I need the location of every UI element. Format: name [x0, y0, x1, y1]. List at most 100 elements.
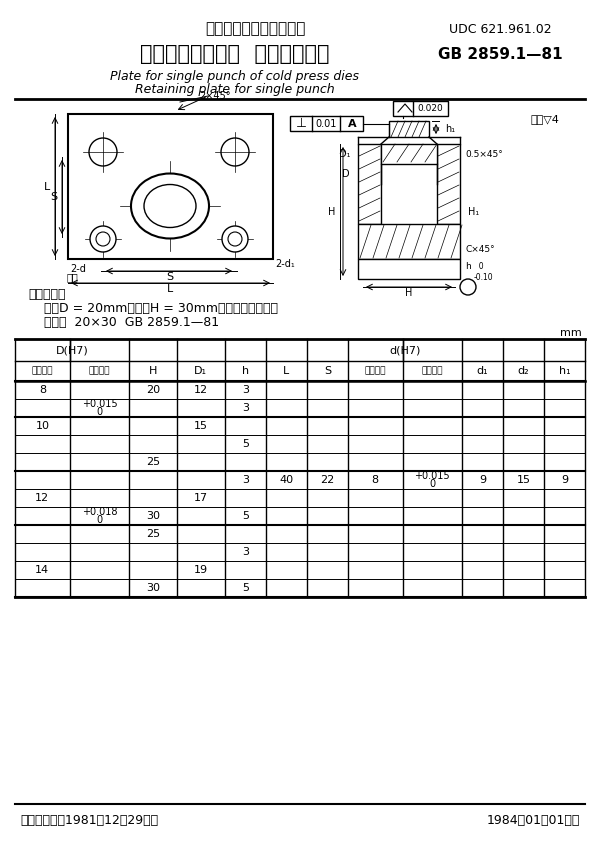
- Text: ⊥: ⊥: [296, 117, 307, 130]
- Text: 5: 5: [242, 439, 249, 449]
- Text: 30: 30: [146, 511, 160, 521]
- Text: 17: 17: [194, 493, 208, 503]
- Text: 9: 9: [479, 475, 486, 485]
- Text: A: A: [347, 119, 356, 128]
- Ellipse shape: [131, 173, 209, 239]
- Text: 0.020: 0.020: [417, 104, 443, 113]
- Text: 40: 40: [279, 475, 293, 485]
- Text: 2×45°: 2×45°: [199, 91, 231, 101]
- Text: h: h: [465, 261, 471, 271]
- Text: D₁: D₁: [338, 149, 350, 159]
- Bar: [381, 144, 437, 164]
- Text: 15: 15: [517, 475, 530, 485]
- Text: 极限偏差: 极限偏差: [421, 367, 443, 375]
- Text: 3: 3: [242, 403, 249, 413]
- Text: H: H: [149, 366, 157, 376]
- Text: d(H7): d(H7): [389, 345, 421, 355]
- Text: 孔径D = 20mm、厚度H = 30mm的单凸模固定板：: 孔径D = 20mm、厚度H = 30mm的单凸模固定板：: [28, 301, 278, 314]
- Text: 19: 19: [194, 565, 208, 575]
- Text: 5: 5: [242, 511, 249, 521]
- Circle shape: [89, 138, 117, 166]
- Text: 9: 9: [561, 475, 568, 485]
- Text: 10: 10: [35, 421, 49, 431]
- Text: L: L: [167, 284, 173, 294]
- Text: 0: 0: [429, 479, 436, 489]
- Text: h₁: h₁: [445, 124, 455, 134]
- Text: L: L: [44, 182, 50, 192]
- Text: 8: 8: [371, 475, 379, 485]
- Text: 冷冲模单凸模模板  单凸模固定板: 冷冲模单凸模模板 单凸模固定板: [140, 44, 330, 64]
- Text: Plate for single punch of cold press dies: Plate for single punch of cold press die…: [110, 70, 359, 82]
- Text: 25: 25: [146, 457, 160, 467]
- Text: H: H: [406, 288, 413, 298]
- Bar: [358, 259, 460, 279]
- Text: S: S: [50, 192, 58, 202]
- Text: 2-d₁: 2-d₁: [275, 259, 295, 269]
- Text: 0.01: 0.01: [316, 119, 337, 128]
- Bar: [68, 114, 273, 259]
- Text: 8: 8: [39, 385, 46, 395]
- Text: 中华人民共和国国家标准: 中华人民共和国国家标准: [205, 21, 305, 37]
- Bar: [358, 224, 460, 259]
- Text: GB 2859.1—81: GB 2859.1—81: [437, 47, 562, 61]
- Text: 3: 3: [242, 475, 249, 485]
- Circle shape: [221, 138, 249, 166]
- Text: 基本尺寸: 基本尺寸: [32, 367, 53, 375]
- Text: 极限偏差: 极限偏差: [89, 367, 110, 375]
- Text: A: A: [464, 282, 472, 292]
- Text: L: L: [283, 366, 289, 376]
- Text: 0: 0: [96, 407, 103, 417]
- Text: D: D: [343, 169, 350, 179]
- Text: h: h: [242, 366, 249, 376]
- Text: S: S: [324, 366, 331, 376]
- Circle shape: [96, 232, 110, 246]
- Text: 15: 15: [194, 421, 208, 431]
- Text: +0.015: +0.015: [415, 471, 450, 481]
- Text: C×45°: C×45°: [465, 245, 494, 254]
- Text: 标记示例：: 标记示例：: [28, 288, 65, 301]
- Circle shape: [460, 279, 476, 295]
- Text: 0
-0.10: 0 -0.10: [474, 262, 494, 282]
- Text: 30: 30: [146, 583, 160, 593]
- Text: Retaining plate for single punch: Retaining plate for single punch: [135, 82, 335, 95]
- Text: 1984－01－01实施: 1984－01－01实施: [487, 814, 580, 828]
- Text: S: S: [166, 272, 173, 282]
- Text: 固定板  20×30  GB 2859.1—81: 固定板 20×30 GB 2859.1—81: [28, 316, 219, 329]
- Text: 25: 25: [146, 529, 160, 539]
- Text: +0.018: +0.018: [82, 507, 117, 517]
- Text: d₁: d₁: [476, 366, 488, 376]
- Text: 3: 3: [242, 385, 249, 395]
- Text: H₁: H₁: [468, 206, 479, 216]
- Text: 基本尺寸: 基本尺寸: [364, 367, 386, 375]
- Text: 0.5×45°: 0.5×45°: [465, 149, 503, 159]
- Text: H: H: [328, 206, 335, 216]
- Text: 其余▽4: 其余▽4: [530, 114, 559, 124]
- Text: 20: 20: [146, 385, 160, 395]
- Text: 5: 5: [242, 583, 249, 593]
- Text: D(H7): D(H7): [56, 345, 88, 355]
- Circle shape: [228, 232, 242, 246]
- Bar: [389, 121, 429, 137]
- Text: 2-d: 2-d: [70, 264, 86, 274]
- Text: mm: mm: [560, 328, 582, 338]
- Text: 3: 3: [242, 547, 249, 557]
- Bar: [358, 144, 381, 224]
- Circle shape: [222, 226, 248, 252]
- Bar: [290, 116, 363, 131]
- Text: 12: 12: [194, 385, 208, 395]
- Text: UDC 621.961.02: UDC 621.961.02: [449, 23, 551, 36]
- Text: 0: 0: [96, 515, 103, 525]
- Text: d₂: d₂: [518, 366, 529, 376]
- Text: 22: 22: [320, 475, 334, 485]
- Text: 国家标准总局1981－12－29发布: 国家标准总局1981－12－29发布: [20, 814, 158, 828]
- Text: h₁: h₁: [559, 366, 570, 376]
- Text: 配钻: 配钻: [66, 272, 78, 282]
- Text: +0.015: +0.015: [82, 399, 117, 409]
- Text: 12: 12: [35, 493, 49, 503]
- Bar: [437, 144, 460, 224]
- Text: 14: 14: [35, 565, 49, 575]
- Text: D₁: D₁: [194, 366, 208, 376]
- Ellipse shape: [144, 184, 196, 228]
- Bar: [393, 101, 448, 116]
- Circle shape: [90, 226, 116, 252]
